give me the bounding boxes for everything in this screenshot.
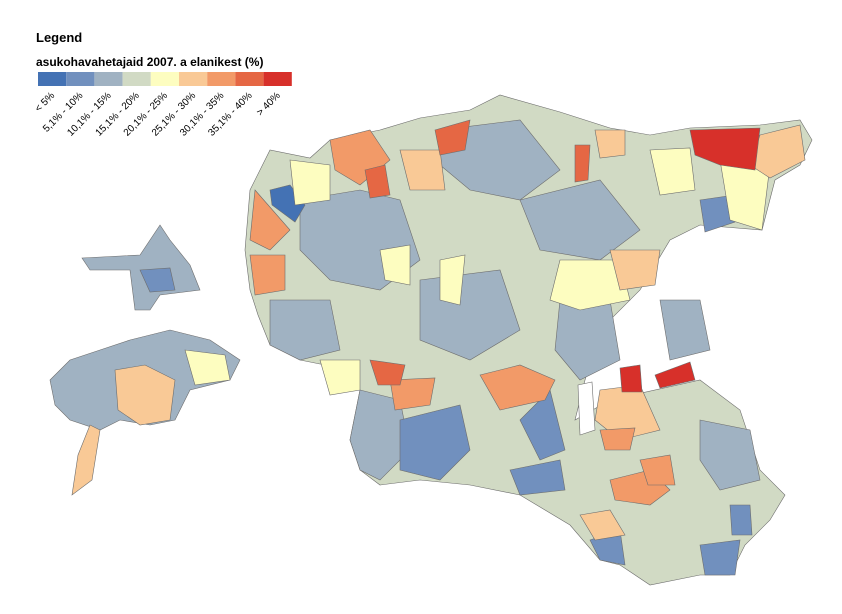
region: [399, 404, 471, 481]
region: [509, 459, 566, 496]
legend-swatch: [94, 72, 123, 86]
region: [439, 254, 466, 306]
region: [619, 364, 643, 393]
estonia-map: [49, 94, 813, 586]
region: [579, 509, 626, 541]
legend-swatch: [263, 72, 292, 86]
region: [319, 359, 361, 396]
legend-swatch: [150, 72, 179, 86]
legend-title: Legend: [36, 30, 82, 45]
region: [389, 377, 436, 411]
region: [639, 454, 676, 486]
legend-label: > 40%: [255, 90, 283, 118]
region: [659, 299, 711, 361]
region: [549, 259, 631, 311]
legend-swatch: [235, 72, 264, 86]
legend-swatch: [179, 72, 208, 86]
region: [139, 267, 176, 293]
legend-swatch: [122, 72, 151, 86]
region: [519, 179, 641, 261]
legend-swatches: < 5%5,1% - 10%10,1% - 15%15,1% - 20%20,1…: [33, 72, 292, 139]
region: [699, 419, 761, 491]
region: [114, 364, 176, 426]
island: [71, 424, 101, 496]
region: [654, 361, 696, 389]
region: [364, 164, 391, 199]
region: [289, 159, 331, 206]
region: [249, 254, 286, 296]
legend-label: < 5%: [33, 90, 57, 114]
region: [369, 359, 406, 386]
region: [594, 129, 626, 159]
region: [689, 127, 761, 171]
legend-swatch: [38, 72, 67, 86]
region: [649, 147, 696, 196]
region: [479, 364, 556, 411]
region: [379, 244, 411, 286]
region: [609, 249, 661, 291]
island: [81, 224, 201, 311]
region: [434, 119, 471, 156]
legend-swatch: [66, 72, 95, 86]
region: [699, 194, 736, 233]
region: [184, 349, 231, 386]
legend-swatch: [207, 72, 236, 86]
region: [399, 149, 446, 191]
region: [599, 427, 636, 451]
region: [729, 504, 753, 536]
region: [699, 539, 741, 576]
region: [574, 144, 591, 183]
lake: [577, 381, 596, 436]
region: [269, 299, 341, 361]
region: [249, 189, 291, 251]
legend-subtitle: asukohavahetajaid 2007. a elanikest (%): [36, 55, 263, 69]
